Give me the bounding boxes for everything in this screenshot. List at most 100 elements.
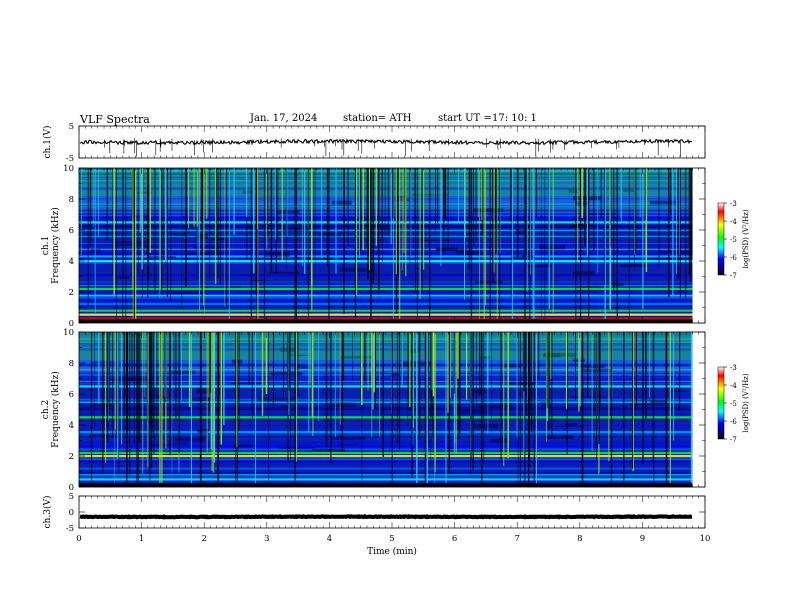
spec-striation	[79, 262, 693, 264]
spec-striation	[79, 467, 693, 470]
ch1-waveform	[79, 138, 693, 157]
spec-striation	[79, 369, 693, 371]
spec-patch	[136, 191, 153, 194]
spec-striation	[79, 433, 693, 435]
spec-patch	[196, 388, 214, 394]
spec-striation	[79, 345, 693, 347]
x-tick-label: 5	[389, 534, 394, 544]
spec-patch	[265, 252, 291, 257]
spec-patch	[544, 352, 577, 358]
y-tick-label: 6	[69, 390, 74, 400]
spec-patch	[191, 397, 216, 401]
ch1-spectrogram	[79, 168, 725, 324]
spec-patch	[89, 403, 113, 407]
x-tick-label: 4	[327, 534, 332, 544]
colorbar-tick-label: -4	[730, 218, 737, 226]
x-axis-label: Time (min)	[367, 546, 417, 557]
spec-patch	[170, 370, 196, 375]
spec-striation	[79, 204, 693, 206]
spec-patch	[539, 244, 565, 250]
spec-patch	[420, 239, 451, 241]
spec-band	[79, 317, 693, 320]
spec-striation	[79, 401, 693, 403]
spec-patch	[252, 280, 267, 282]
spec-patch	[652, 257, 688, 261]
spec-striation	[79, 374, 693, 376]
y-tick-label: 6	[69, 226, 74, 236]
spec-patch	[308, 258, 329, 261]
spec-patch	[515, 229, 526, 234]
spec-patch	[444, 447, 460, 449]
channel-label: ch.1	[41, 236, 51, 255]
spec-patch	[197, 429, 208, 433]
x-tick-label: 2	[201, 534, 206, 544]
spec-patch	[386, 419, 410, 421]
spec-striation	[79, 311, 693, 313]
spec-striation	[79, 406, 693, 408]
spec-striation	[79, 375, 693, 377]
ch2-spectrogram	[79, 332, 725, 488]
spec-striation	[79, 274, 693, 276]
spec-striation	[79, 472, 693, 474]
spec-striation	[79, 263, 693, 265]
y-tick-label: 2	[69, 288, 74, 298]
spec-striation	[79, 302, 693, 304]
station-label: station= ATH	[343, 113, 412, 124]
spec-patch	[435, 247, 458, 251]
spec-striation	[79, 458, 693, 461]
y-axis-label: ch.1(V)	[42, 126, 53, 159]
spec-patch	[233, 444, 252, 448]
spec-striation	[79, 413, 693, 416]
spec-patch	[231, 382, 262, 384]
y-tick-label: 8	[69, 359, 74, 369]
y-tick-label: 10	[63, 164, 74, 174]
spec-patch	[623, 189, 635, 192]
chart-title: VLF Spectra	[80, 113, 150, 126]
spec-patch	[344, 438, 354, 441]
y-tick-label: 4	[69, 257, 74, 267]
colorbar-tick-label: -7	[730, 436, 737, 444]
spec-striation	[79, 381, 693, 383]
spec-striation	[79, 193, 693, 195]
spec-striation	[79, 429, 693, 432]
spec-patch	[503, 363, 521, 368]
spec-striation	[79, 338, 693, 340]
spec-patch	[290, 354, 310, 356]
spec-patch	[312, 448, 345, 453]
spec-striation	[79, 342, 693, 343]
spec-striation	[79, 344, 693, 346]
spec-patch	[461, 409, 490, 414]
y-tick-label: -5	[66, 154, 74, 164]
spec-band	[79, 260, 693, 263]
spec-patch	[174, 233, 186, 236]
spec-haze	[79, 168, 693, 196]
spec-patch	[242, 190, 254, 194]
spec-band	[79, 416, 693, 419]
colorbar	[717, 366, 725, 440]
spec-band	[79, 451, 693, 455]
spec-patch	[280, 405, 290, 408]
spec-striation	[79, 441, 693, 444]
spec-striation	[79, 213, 693, 215]
spec-band	[79, 478, 693, 481]
spec-striation	[79, 258, 693, 261]
spec-striation	[79, 281, 693, 283]
spec-patch	[112, 377, 150, 382]
spec-striation	[79, 430, 693, 432]
spec-patch	[588, 212, 616, 215]
x-tick-label: 1	[139, 534, 144, 544]
spec-striation	[79, 433, 693, 436]
x-tick-label: 7	[514, 534, 519, 544]
spec-striation	[79, 187, 693, 190]
spec-patch	[131, 215, 149, 218]
spec-striation	[79, 300, 693, 302]
spec-striation	[79, 294, 693, 297]
spec-patch	[670, 390, 686, 392]
spec-striation	[79, 251, 693, 253]
spec-striation	[79, 373, 693, 374]
spec-patch	[489, 438, 509, 443]
spec-striation	[79, 242, 693, 245]
spec-patch	[570, 223, 589, 229]
spec-patch	[114, 241, 147, 246]
x-tick-label: 3	[264, 534, 269, 544]
